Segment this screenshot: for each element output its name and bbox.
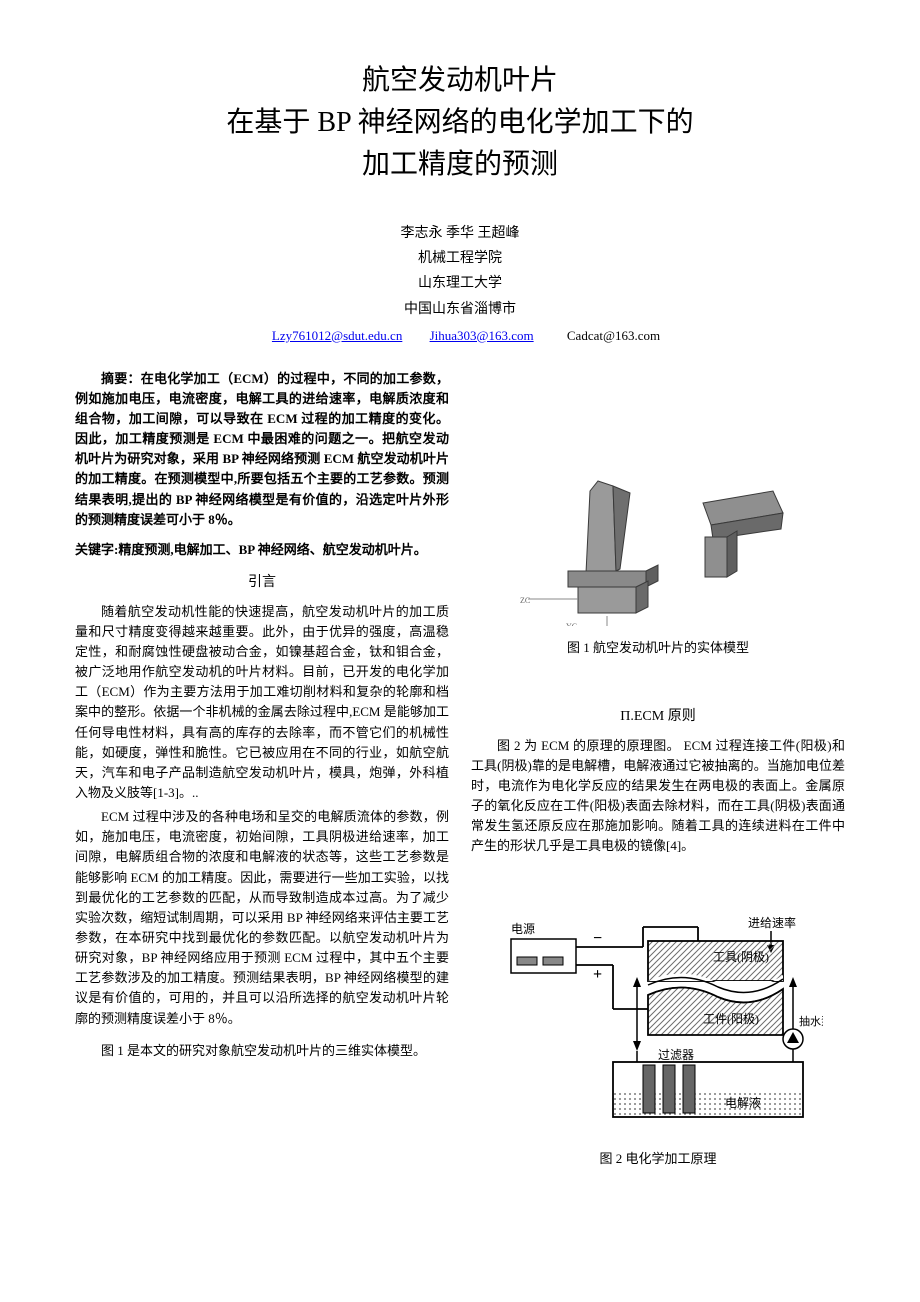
intro-heading: 引言 — [75, 572, 449, 594]
email-link-2[interactable]: Jihua303@163.com — [430, 328, 534, 343]
title-line-1: 航空发动机叶片 — [75, 60, 845, 102]
left-column: 摘要：在电化学加工（ECM）的过程中，不同的加工参数，例如施加电压，电流密度，电… — [75, 369, 449, 1183]
fig2-label-filter: 过滤器 — [658, 1048, 694, 1062]
fig2-label-tool: 工具(阴极) — [713, 950, 769, 964]
fig2-label-feed: 进给速率 — [748, 915, 796, 930]
figure-2: 电源 − + 进给速率 工具(阴极) — [471, 897, 845, 1169]
title-block: 航空发动机叶片 在基于 BP 神经网络的电化学加工下的 加工精度的预测 — [75, 60, 845, 186]
fig2-label-work: 工件(阳极) — [703, 1012, 759, 1026]
figure-1: ZC YC 图 1 航空发动机叶片的实体模型 — [471, 471, 845, 658]
authors: 李志永 季华 王超峰 — [75, 221, 845, 246]
emails-row: Lzy761012@sdut.edu.cn Jihua303@163.com C… — [75, 328, 845, 344]
figure-2-caption: 图 2 电化学加工原理 — [471, 1149, 845, 1169]
right-column: ZC YC 图 1 航空发动机叶片的实体模型 П.ECM 原则 图 2 为 EC… — [471, 369, 845, 1183]
svg-text:−: − — [593, 930, 602, 947]
figure-1-caption: 图 1 航空发动机叶片的实体模型 — [471, 638, 845, 658]
fig2-label-pump: 抽水泵 — [799, 1014, 823, 1028]
two-column-layout: 摘要：在电化学加工（ECM）的过程中，不同的加工参数，例如施加电压，电流密度，电… — [75, 369, 845, 1183]
affiliation-univ: 山东理工大学 — [75, 271, 845, 296]
abstract-label: 摘要： — [101, 371, 141, 386]
affiliation-dept: 机械工程学院 — [75, 246, 845, 271]
svg-text:ZC: ZC — [520, 596, 530, 605]
keywords: 关键字:精度预测,电解加工、BP 神经网络、航空发动机叶片。 — [75, 540, 449, 560]
email-plain-3: Cadcat@163.com — [567, 328, 660, 343]
intro-p3: 图 1 是本文的研究对象航空发动机叶片的三维实体模型。 — [75, 1041, 449, 1061]
authors-block: 李志永 季华 王超峰 机械工程学院 山东理工大学 中国山东省淄博市 — [75, 221, 845, 322]
abstract-paragraph: 摘要：在电化学加工（ECM）的过程中，不同的加工参数，例如施加电压，电流密度，电… — [75, 369, 449, 530]
email-link-1[interactable]: Lzy761012@sdut.edu.cn — [272, 328, 402, 343]
intro-p1: 随着航空发动机性能的快速提高，航空发动机叶片的加工质量和尺寸精度变得越来越重要。… — [75, 602, 449, 803]
intro-p2: ECM 过程中涉及的各种电场和呈交的电解质流体的参数，例如，施加电压，电流密度，… — [75, 807, 449, 1029]
title-line-2: 在基于 BP 神经网络的电化学加工下的 — [75, 102, 845, 144]
ecm-heading: П.ECM 原则 — [471, 706, 845, 728]
abstract-body: 在电化学加工（ECM）的过程中，不同的加工参数，例如施加电压，电流密度，电解工具… — [75, 371, 449, 527]
ecm-schematic-icon: 电源 − + 进给速率 工具(阴极) — [493, 897, 823, 1137]
fig2-label-power: 电源 — [511, 922, 535, 936]
affiliation-city: 中国山东省淄博市 — [75, 297, 845, 322]
title-line-3: 加工精度的预测 — [75, 144, 845, 186]
svg-text:+: + — [593, 966, 602, 983]
ecm-p1: 图 2 为 ECM 的原理的原理图。 ECM 过程连接工件(阳极)和工具(阴极)… — [471, 736, 845, 857]
svg-text:YC: YC — [566, 622, 577, 626]
fig2-label-electrolyte: 电解液 — [725, 1095, 761, 1110]
blade-model-icon: ZC YC — [503, 471, 813, 626]
